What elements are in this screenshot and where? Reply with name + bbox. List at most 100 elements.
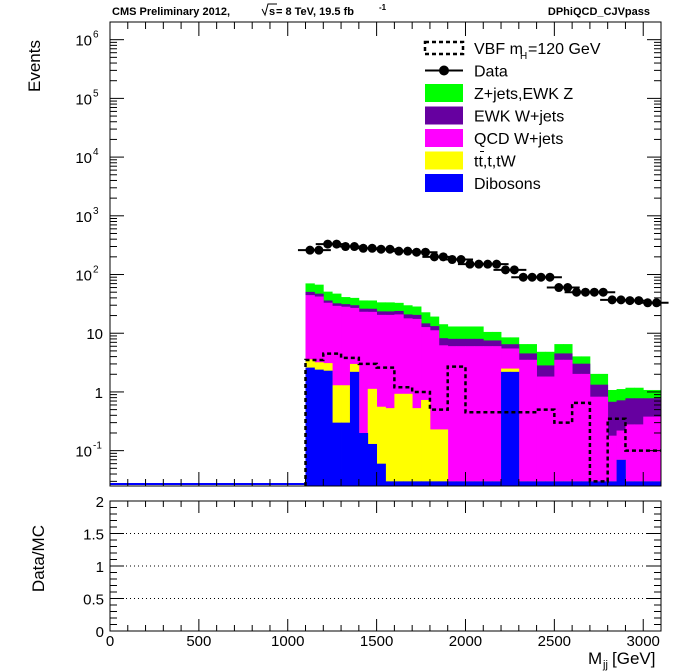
- main-y-label: Events: [25, 40, 44, 92]
- sqrt-symbol: [261, 3, 277, 17]
- bar-qcdw-25: [527, 359, 537, 486]
- bar-diboson-32: [589, 481, 600, 486]
- bar-diboson-18: [465, 481, 475, 486]
- main-ytick-exp-7: 6: [93, 30, 99, 41]
- bar-diboson-15: [438, 481, 449, 486]
- bar-top-15: [438, 429, 449, 486]
- bar-diboson-13: [421, 481, 431, 486]
- bar-diboson-28: [554, 481, 564, 486]
- bar-diboson-17: [456, 481, 466, 486]
- bar-diboson-30: [572, 481, 582, 486]
- bar-diboson-9: [385, 481, 395, 486]
- bar-diboson-14: [429, 481, 440, 486]
- legend-entry-ewkw: EWK W+jets: [425, 106, 564, 126]
- legend-entry-qcdw: QCD W+jets: [425, 129, 563, 148]
- bar-qcdw-37: [634, 424, 644, 486]
- stack-diboson: [305, 367, 662, 486]
- data-point-1: [314, 245, 324, 255]
- bar-diboson-16: [447, 481, 457, 486]
- ratio-xtick-label-2: 1000: [271, 633, 304, 650]
- header-left-prefix: CMS Preliminary 2012,: [112, 6, 230, 18]
- legend-label-vbf: VBF m: [474, 41, 523, 58]
- data-point-5: [349, 242, 359, 252]
- x-axis-label: M jj [GeV]: [588, 649, 655, 671]
- bar-top-13: [421, 399, 431, 486]
- legend-swatch-vbf: [423, 40, 465, 56]
- bar-qcdw-34: [607, 435, 617, 486]
- bar-qcdw-27: [545, 376, 555, 486]
- bar-diboson-22: [501, 371, 511, 486]
- bar-diboson-29: [563, 481, 573, 486]
- data-point-11: [403, 246, 413, 256]
- data-point-9: [385, 244, 395, 254]
- bar-qcdw-8: [376, 314, 386, 486]
- main-ytick-label-5: 10: [75, 150, 92, 167]
- x-label-tail: [GeV]: [612, 649, 655, 668]
- bar-top-10: [394, 393, 404, 486]
- bar-diboson-38: [643, 481, 653, 486]
- data-layer: [297, 239, 669, 308]
- bar-qcdw-36: [625, 424, 635, 486]
- main-x-ticks: [109, 22, 662, 486]
- bar-qcdw-35: [616, 430, 626, 486]
- bar-diboson-11: [403, 481, 413, 486]
- ratio-ytick-label-4: 2: [96, 494, 104, 511]
- ratio-x-ticks: 0 500 1000 1500 2000 2500 3000: [106, 501, 662, 650]
- bar-diboson-25: [527, 481, 537, 486]
- stack-layer: [110, 283, 662, 486]
- ratio-xtick-label-1: 500: [186, 633, 211, 650]
- legend-entry-top: tt,t,tW: [425, 151, 517, 171]
- legend-label-sub-vbf: H: [520, 51, 527, 62]
- legend-label-ewkw: EWK W+jets: [474, 109, 564, 126]
- bar-diboson-6: [358, 432, 369, 486]
- legend-label-zjets: Z+jets,EWK Z: [474, 86, 573, 103]
- bar-diboson-2: [323, 370, 333, 486]
- bar-diboson-24: [518, 481, 529, 486]
- bar-diboson-33: [598, 481, 609, 486]
- ratio-ytick-label-1: 0.5: [83, 592, 104, 609]
- legend-label-data: Data: [474, 64, 508, 81]
- main-ytick-exp-4: 3: [93, 206, 99, 217]
- bar-diboson-34: [607, 481, 617, 486]
- main-frame: [109, 21, 662, 487]
- bar-diboson-4: [341, 422, 351, 486]
- bar-top-14: [429, 429, 440, 486]
- data-point-21: [492, 259, 502, 269]
- main-ytick-exp-6: 5: [93, 88, 99, 99]
- bar-qcdw-32: [589, 396, 600, 486]
- bar-qcdw-30: [572, 373, 582, 486]
- bar-qcdw-20: [483, 346, 493, 486]
- legend-entry-data: Data: [425, 64, 508, 81]
- main-ytick-exp-3: 2: [93, 265, 99, 276]
- bar-top-9: [385, 408, 395, 486]
- legend-swatch-qcdw: [425, 129, 463, 147]
- bar-diboson-35: [616, 459, 626, 486]
- ratio-xtick-label-5: 2500: [538, 633, 571, 650]
- header-energy: s = 8 TeV, 19.5 fb -1: [261, 3, 387, 18]
- bar-top-12: [412, 408, 422, 486]
- bar-diboson-5: [349, 371, 360, 486]
- legend-label-qcdw: QCD W+jets: [474, 131, 563, 148]
- header-lumi-exponent: -1: [379, 3, 387, 12]
- bar-qcdw-6: [358, 311, 369, 486]
- bar-diboson-0: [305, 367, 315, 486]
- bar-diboson-8: [376, 463, 386, 486]
- data-point-33: [598, 287, 608, 297]
- data-point-39: [652, 298, 662, 308]
- main-ytick-label-3: 10: [75, 268, 92, 285]
- bar-diboson-1: [314, 369, 324, 486]
- bar-qcdw-16: [447, 346, 457, 486]
- bar-diboson-26: [536, 481, 546, 486]
- main-ytick-label-7: 10: [75, 33, 92, 50]
- legend-label-diboson: Dibosons: [474, 176, 541, 193]
- bar-diboson-31: [581, 481, 591, 486]
- bar-qcdw-31: [581, 373, 591, 486]
- ratio-xtick-label-6: 3000: [627, 633, 660, 650]
- bar-qcdw-24: [518, 359, 529, 486]
- ratio-ytick-label-0: 0: [96, 624, 104, 641]
- ratio-xtick-label-3: 1500: [360, 633, 393, 650]
- bar-qcdw-12: [412, 318, 422, 486]
- bar-diboson-12: [412, 481, 422, 486]
